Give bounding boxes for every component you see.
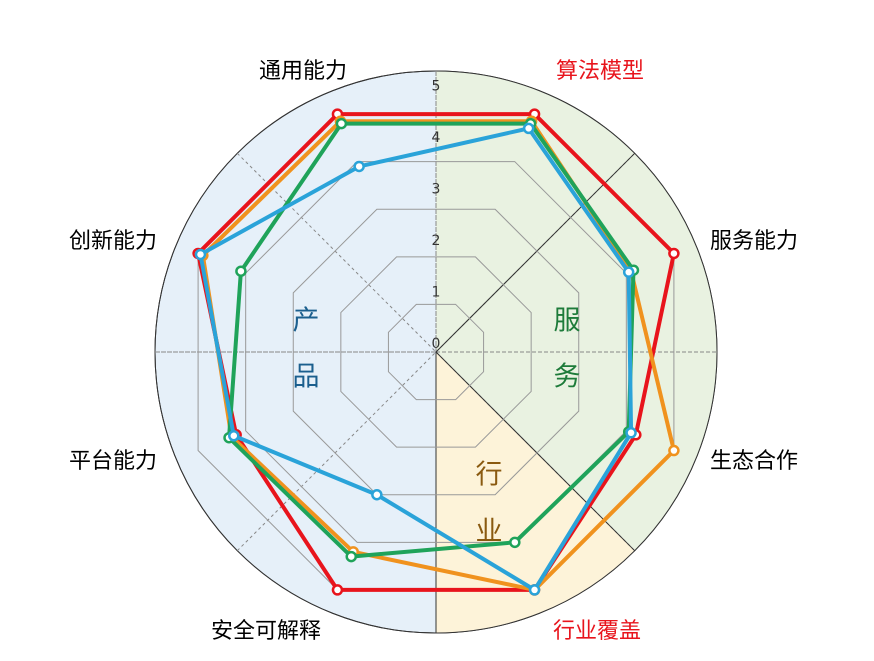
zone-border xyxy=(435,351,636,552)
tick-label: 3 xyxy=(432,182,441,198)
series-point xyxy=(371,488,383,501)
series-point xyxy=(509,536,521,549)
series-point xyxy=(528,584,541,596)
series-point xyxy=(331,584,344,596)
zone-label: 行 xyxy=(476,460,503,491)
series-point xyxy=(668,444,680,457)
series-point xyxy=(228,430,240,442)
axis-label: 服务能力 xyxy=(710,229,798,254)
tick-label: 0 xyxy=(432,336,441,352)
zone-border xyxy=(435,152,636,353)
grid-ring xyxy=(340,256,532,448)
zone-label: 品 xyxy=(293,362,320,393)
zone-label: 务 xyxy=(554,362,581,393)
axis-label: 通用能力 xyxy=(259,59,347,84)
zone-label: 业 xyxy=(476,517,503,548)
axis-label: 安全可解释 xyxy=(211,619,321,644)
series-point xyxy=(335,117,348,130)
zone-label: 服 xyxy=(554,306,581,337)
grid-ring xyxy=(387,303,485,401)
axis-label: 平台能力 xyxy=(69,449,157,474)
zone-label: 产 xyxy=(293,306,320,337)
series-3 xyxy=(194,122,637,596)
axis-label: 生态合作 xyxy=(710,449,798,474)
series-point xyxy=(235,265,247,277)
series-point xyxy=(668,247,680,260)
tick-label: 4 xyxy=(432,130,441,146)
series-point xyxy=(345,550,358,563)
series-point xyxy=(622,266,635,278)
zone-industry-bg xyxy=(436,352,635,633)
series-point xyxy=(625,427,637,439)
tick-label: 1 xyxy=(432,285,441,301)
grid-ring xyxy=(245,161,627,543)
axis-label: 算法模型 xyxy=(556,59,644,84)
series-point xyxy=(353,160,365,173)
radar-series xyxy=(192,108,680,596)
axis-label: 创新能力 xyxy=(69,229,157,254)
series-point xyxy=(194,248,207,261)
tick-label: 5 xyxy=(432,79,441,95)
series-point xyxy=(522,122,535,135)
tick-label: 2 xyxy=(432,233,441,249)
axis-label: 行业覆盖 xyxy=(553,619,641,644)
tick-labels: 0 1 2 3 4 5 xyxy=(432,79,441,353)
